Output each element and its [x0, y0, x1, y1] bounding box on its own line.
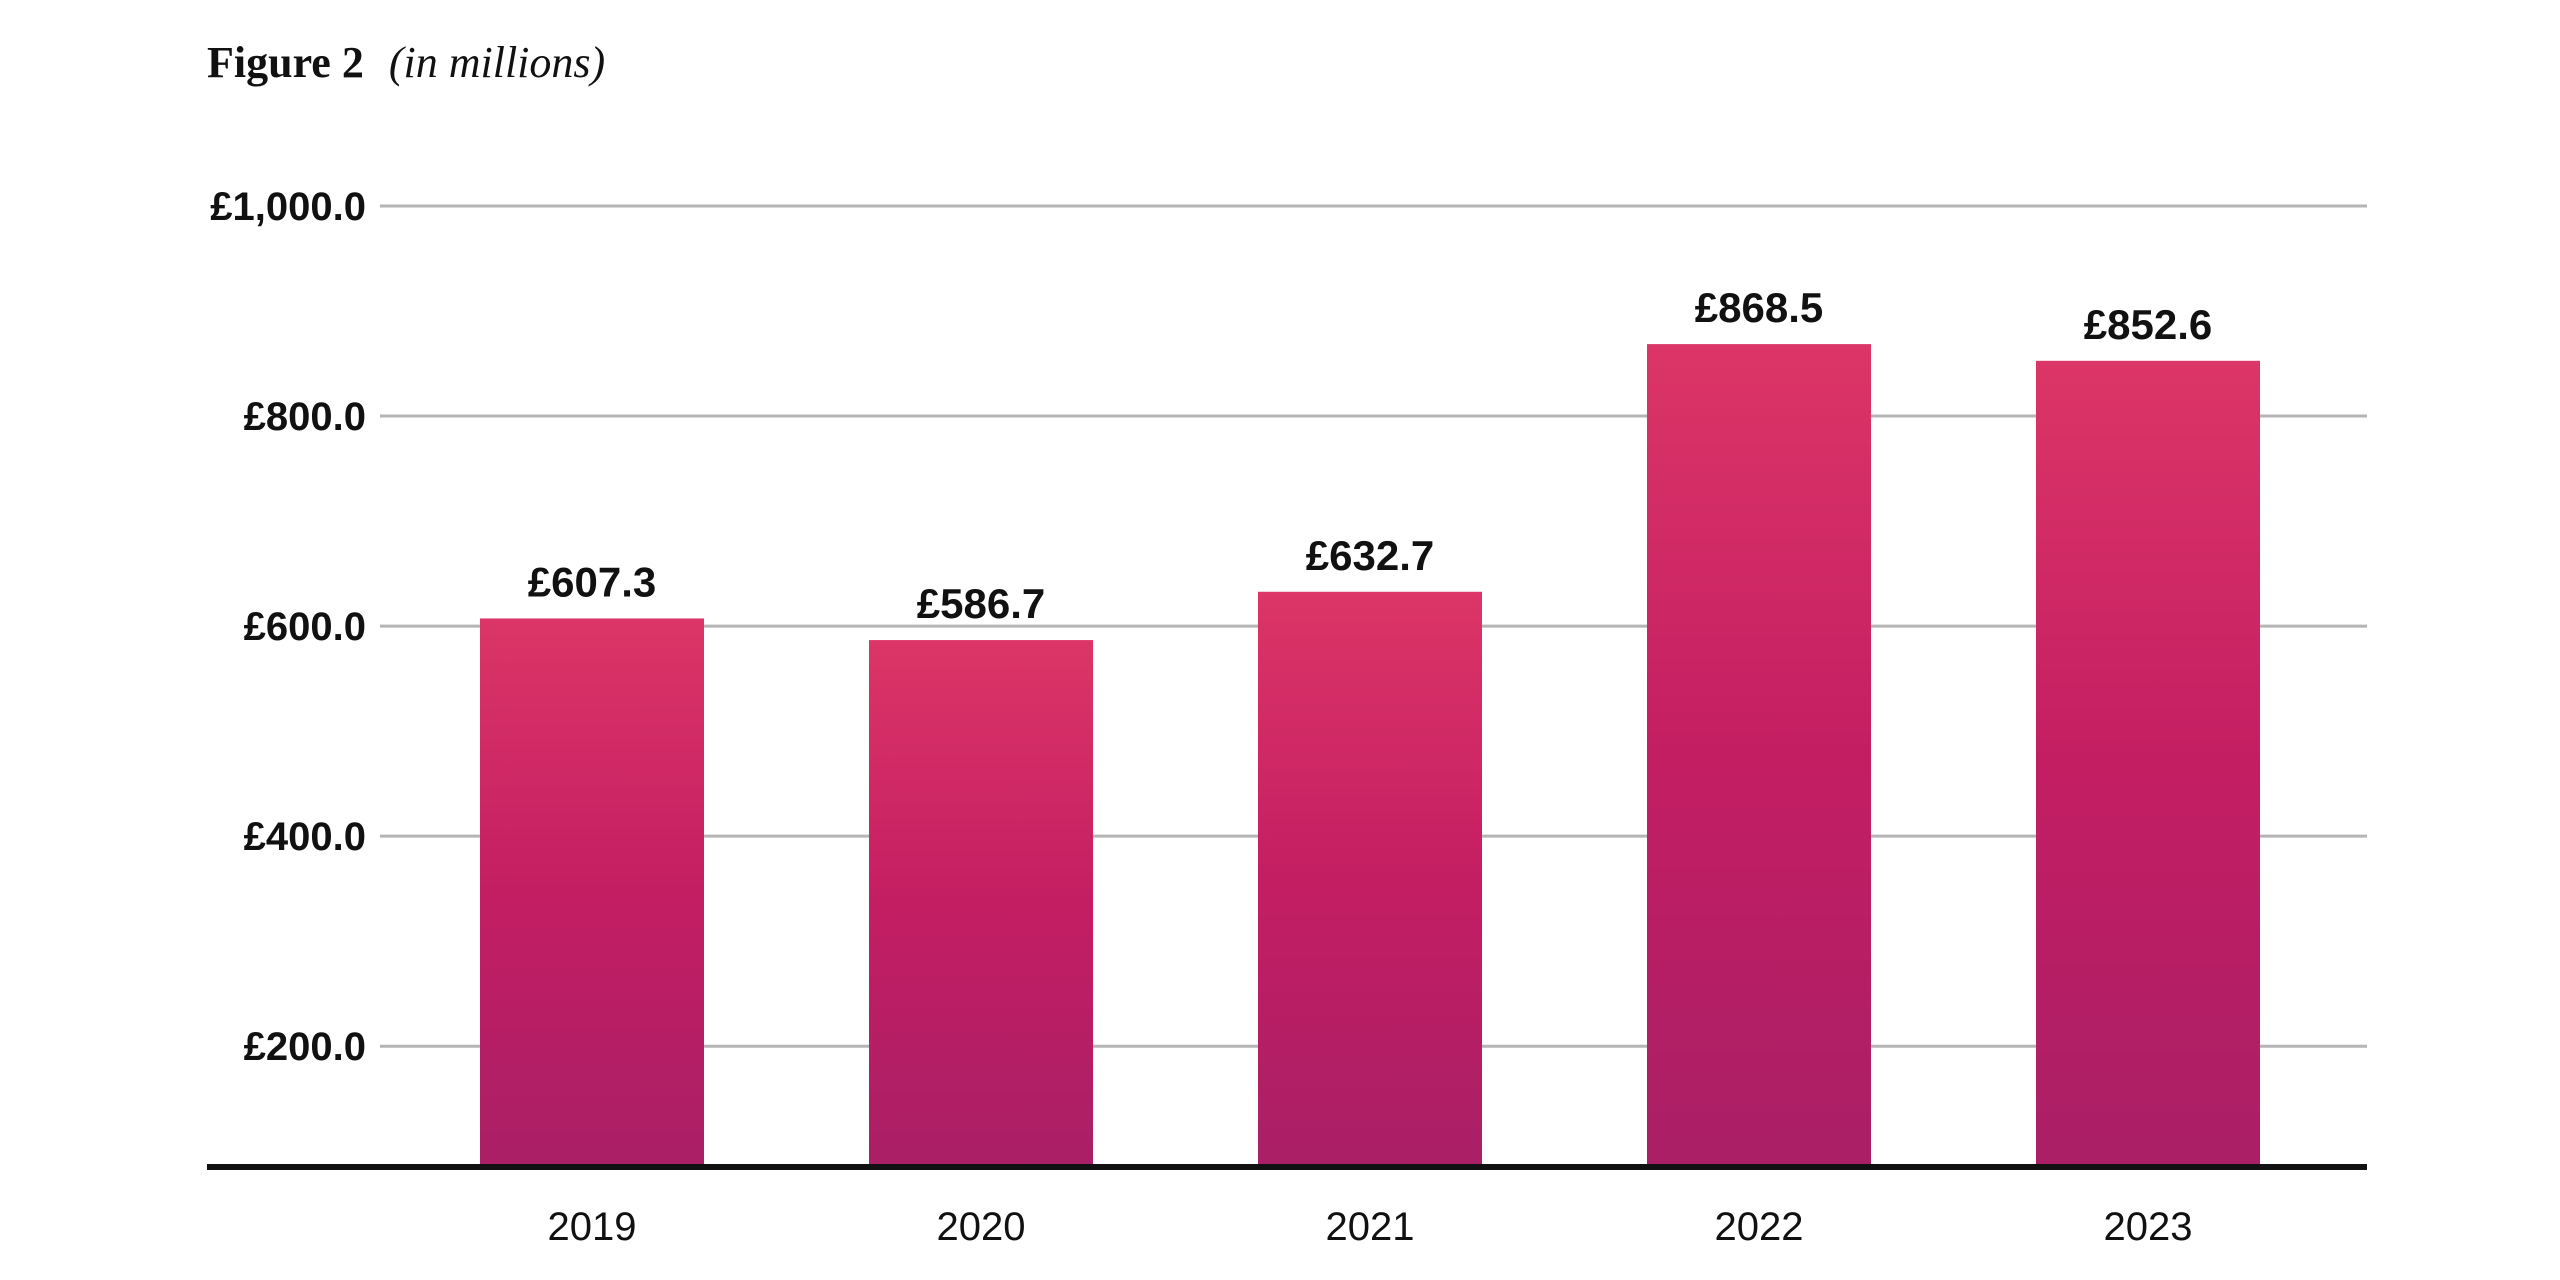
- data-label-2019: £607.3: [528, 558, 656, 605]
- y-tick-label: £600.0: [244, 605, 366, 649]
- bars: [480, 344, 2260, 1167]
- x-tick-label-2021: 2021: [1326, 1205, 1415, 1249]
- x-tick-label-2023: 2023: [2104, 1205, 2193, 1249]
- bar-2023: [2036, 360, 2260, 1167]
- data-label-2020: £586.7: [917, 580, 1045, 627]
- x-tick-label-2022: 2022: [1715, 1205, 1804, 1249]
- x-tick-label-2019: 2019: [548, 1205, 637, 1249]
- bar-2019: [480, 618, 704, 1167]
- bar-2021: [1258, 591, 1482, 1167]
- bar-2020: [869, 640, 1093, 1167]
- figure-label: Figure 2: [207, 38, 364, 87]
- data-label-2021: £632.7: [1306, 532, 1434, 579]
- y-tick-label: £200.0: [244, 1025, 366, 1069]
- data-label-2023: £852.6: [2084, 301, 2212, 348]
- y-tick-label: £800.0: [244, 395, 366, 439]
- figure-subtitle: (in millions): [389, 38, 605, 87]
- y-tick-label: £1,000.0: [210, 185, 366, 229]
- svg-text:Figure 2 (in millions): Figure 2 (in millions): [207, 38, 605, 87]
- bar-2022: [1647, 344, 1871, 1167]
- y-tick-label: £400.0: [244, 815, 366, 859]
- x-axis-tick-labels: 2019 2020 2021 2022 2023: [548, 1205, 2193, 1249]
- data-labels: £607.3 £586.7 £632.7 £868.5 £852.6: [528, 284, 2212, 627]
- y-axis-tick-labels: £200.0 £400.0 £600.0 £800.0 £1,000.0: [210, 185, 366, 1069]
- data-label-2022: £868.5: [1695, 284, 1823, 331]
- x-tick-label-2020: 2020: [937, 1205, 1026, 1249]
